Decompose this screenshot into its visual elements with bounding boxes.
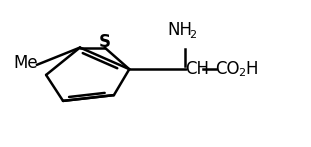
- Text: 2: 2: [238, 69, 245, 78]
- Text: Me: Me: [13, 54, 38, 72]
- Text: CH: CH: [185, 60, 209, 78]
- Text: NH: NH: [168, 21, 193, 39]
- Text: H: H: [245, 60, 258, 78]
- Text: CO: CO: [216, 60, 240, 78]
- Text: 2: 2: [189, 30, 196, 40]
- Text: S: S: [99, 33, 111, 51]
